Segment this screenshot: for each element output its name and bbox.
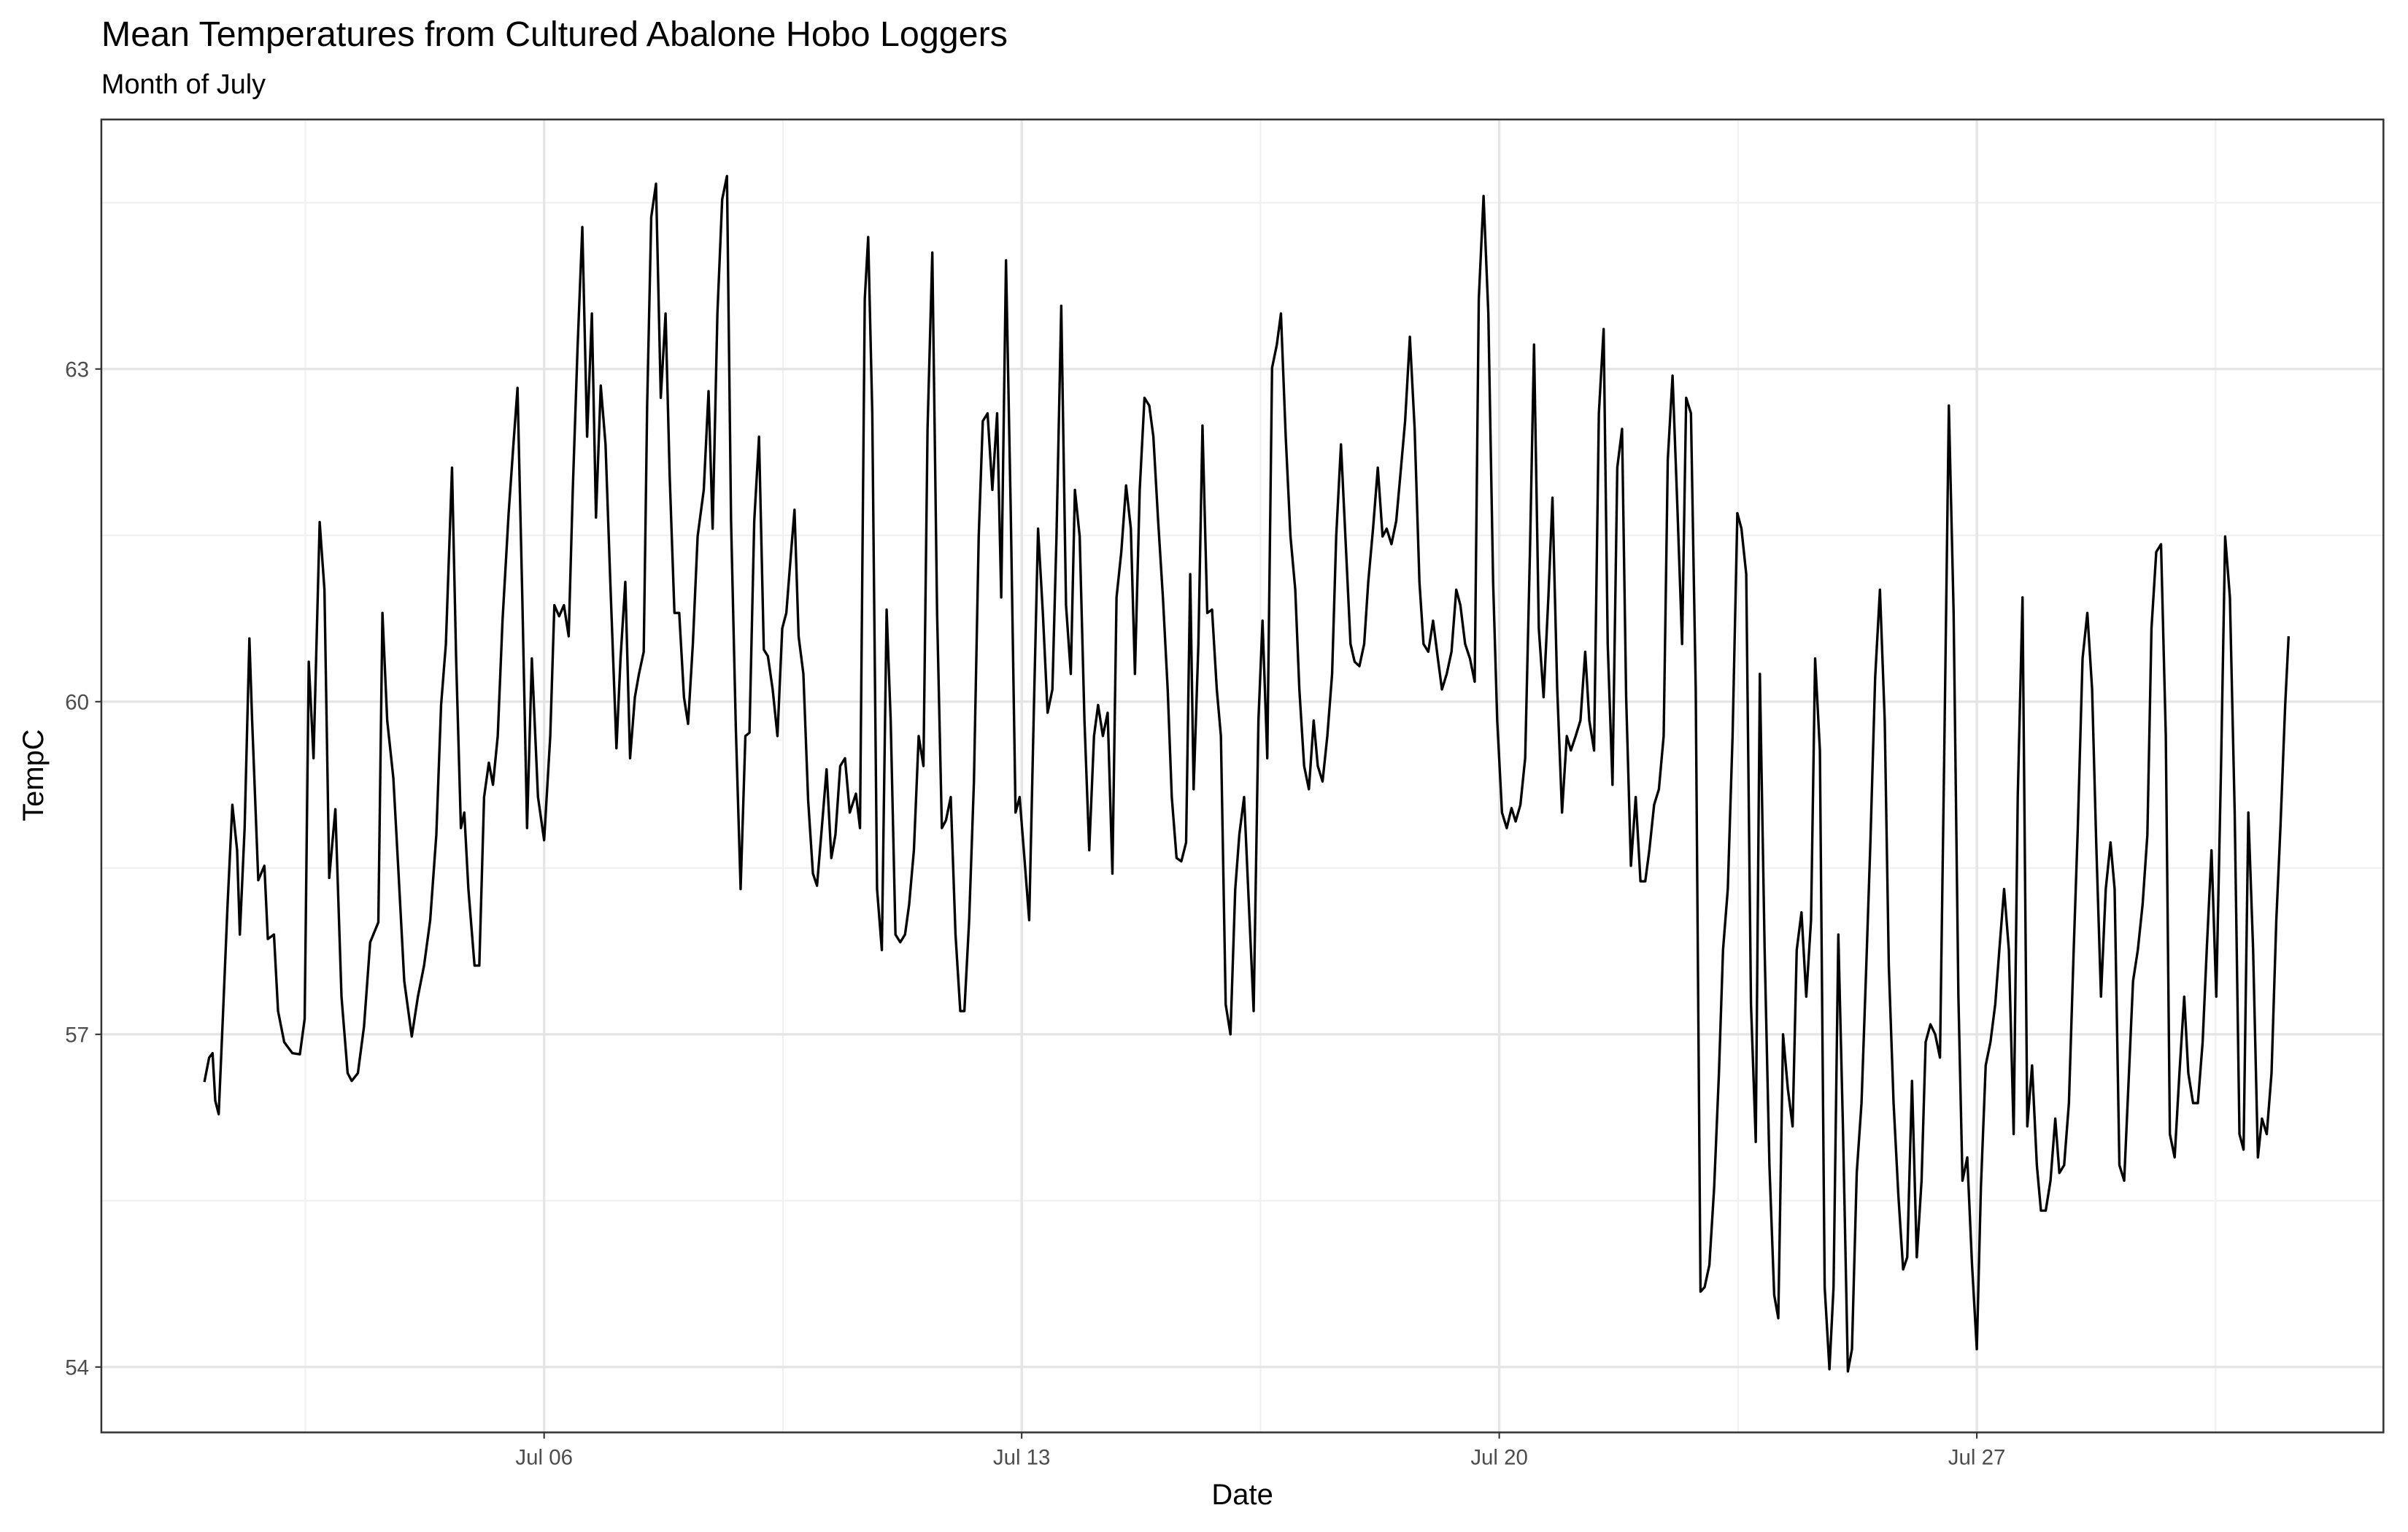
x-tick-label: Jul 20: [1470, 1446, 1528, 1470]
panel-border: [100, 118, 2385, 1434]
chart-subtitle: Month of July: [101, 69, 266, 100]
x-tick-label: Jul 13: [993, 1446, 1051, 1470]
y-axis-title: TempC: [18, 729, 50, 821]
y-tick-label: 57: [65, 1023, 89, 1047]
x-tick-label: Jul 06: [515, 1446, 573, 1470]
chart-title: Mean Temperatures from Cultured Abalone …: [101, 15, 1008, 54]
y-tick-label: 63: [65, 357, 89, 382]
x-tick-label: Jul 27: [1948, 1446, 2006, 1470]
y-tick-label: 60: [65, 690, 89, 714]
x-axis-title: Date: [1211, 1479, 1273, 1511]
temperature-line: [203, 174, 2291, 1373]
y-tick-label: 54: [65, 1355, 89, 1380]
